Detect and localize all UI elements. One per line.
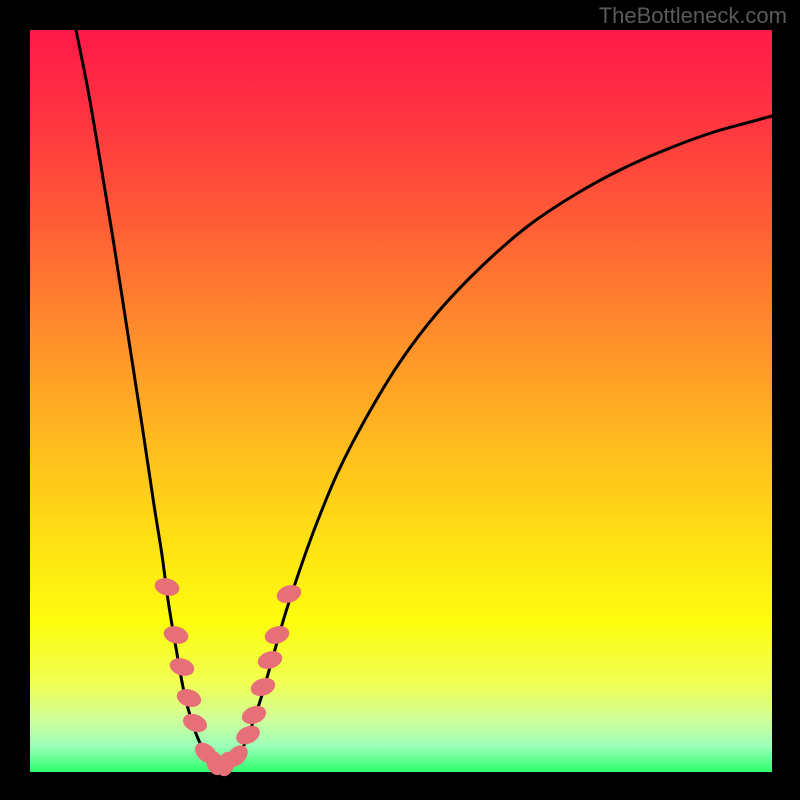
chart-canvas: TheBottleneck.com bbox=[0, 0, 800, 800]
plot-background bbox=[30, 30, 772, 772]
watermark-text: TheBottleneck.com bbox=[599, 3, 787, 29]
